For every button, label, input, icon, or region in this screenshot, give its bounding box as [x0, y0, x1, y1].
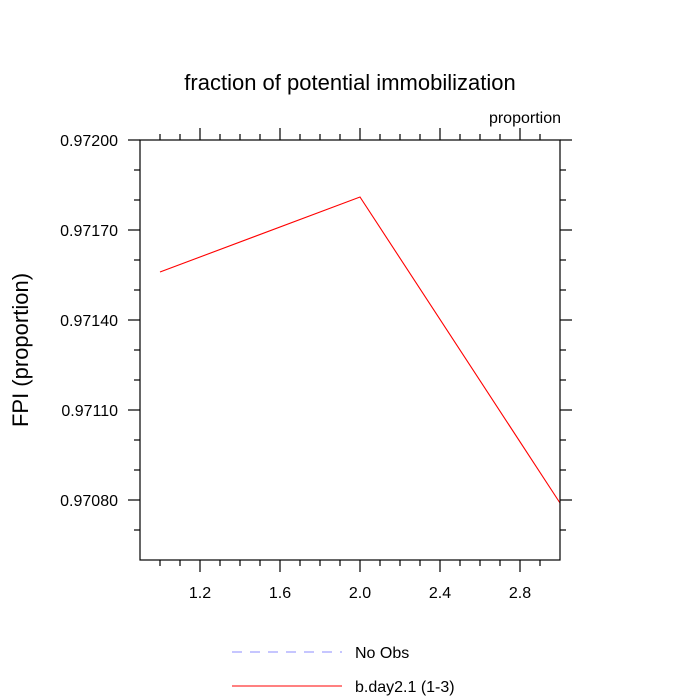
legend-label: No Obs	[355, 645, 409, 662]
y-tick-label: 0.97200	[60, 133, 118, 150]
chart-title: fraction of potential immobilization	[184, 70, 515, 95]
x-tick-label: 1.2	[189, 585, 211, 602]
y-tick-label: 0.97140	[60, 313, 118, 330]
x-tick-label: 1.6	[269, 585, 291, 602]
y-tick-label: 0.97170	[60, 223, 118, 240]
x-tick-labels: 1.2 1.6 2.0 2.4 2.8	[189, 585, 531, 602]
x-tick-label: 2.4	[429, 585, 451, 602]
x-tick-label: 2.8	[509, 585, 531, 602]
legend-label: b.day2.1 (1-3)	[355, 679, 455, 696]
units-label: proportion	[489, 110, 561, 127]
y-tick-label: 0.97110	[61, 403, 118, 420]
legend: No Obs b.day2.1 (1-3)	[232, 645, 455, 696]
x-tick-label: 2.0	[349, 585, 371, 602]
y-tick-label: 0.97080	[60, 493, 118, 510]
series-lines	[159, 196, 561, 504]
series-line	[159, 196, 561, 504]
axis-ticks	[128, 128, 572, 572]
plot-frame	[139, 139, 561, 561]
y-axis-label: FPI (proportion)	[8, 273, 33, 427]
y-tick-labels: 0.97080 0.97110 0.97140 0.97170 0.97200	[60, 133, 118, 510]
